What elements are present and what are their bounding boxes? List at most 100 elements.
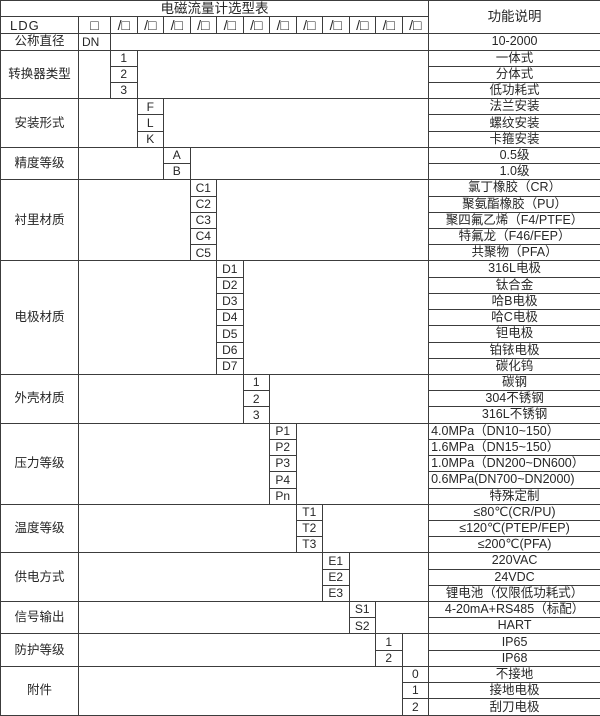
spacer-cell — [215, 179, 430, 262]
spacer-cell — [189, 146, 430, 181]
spacer-cell — [78, 373, 244, 424]
description-cell: 1.0MPa（DN200~DN600） — [428, 455, 600, 473]
model-slot-symbol: /□ — [375, 16, 403, 35]
spacer-cell — [78, 601, 350, 635]
model-slot-symbol: /□ — [242, 16, 270, 35]
code-cell: Pn — [269, 487, 297, 505]
row-label: 精度等级 — [0, 146, 79, 181]
description-cell: 钛合金 — [428, 276, 600, 294]
code-cell: C3 — [189, 211, 217, 230]
code-cell: S2 — [348, 617, 376, 635]
row-label: 供电方式 — [0, 552, 79, 603]
model-slot-symbol: /□ — [269, 16, 297, 35]
code-cell: P4 — [269, 471, 297, 489]
description-cell: 哈B电极 — [428, 292, 600, 311]
spacer-cell — [78, 146, 164, 181]
description-cell: 哈C电极 — [428, 309, 600, 327]
spacer-cell — [136, 49, 430, 100]
description-cell: ≤120℃(PTEP/FEP) — [428, 519, 600, 538]
description-cell: 10-2000 — [428, 33, 600, 51]
code-cell: A — [163, 146, 191, 165]
row-label: 附件 — [0, 665, 79, 716]
code-cell: 1 — [110, 49, 138, 67]
code-cell: C2 — [189, 195, 217, 213]
model-slot-symbol: /□ — [401, 16, 430, 35]
code-cell: C1 — [189, 179, 217, 197]
row-label: 压力等级 — [0, 422, 79, 505]
description-cell: 锂电池（仅限低功耗式） — [428, 584, 600, 603]
code-cell: 1 — [242, 373, 270, 392]
description-cell: 316L电极 — [428, 260, 600, 278]
model-slot-symbol: /□ — [110, 16, 138, 35]
code-cell: D3 — [216, 292, 244, 311]
spacer-cell — [242, 260, 430, 375]
description-cell: 一体式 — [428, 49, 600, 67]
row-label: 衬里材质 — [0, 179, 79, 262]
description-cell: 低功耗式 — [428, 82, 600, 100]
code-cell: T2 — [295, 519, 323, 538]
description-cell: 分体式 — [428, 65, 600, 84]
spacer-cell — [78, 260, 217, 375]
row-label: 温度等级 — [0, 503, 79, 554]
spacer-cell — [78, 179, 191, 262]
description-cell: 220VAC — [428, 552, 600, 570]
description-cell: 氯丁橡胶（CR） — [428, 179, 600, 197]
row-label: 信号输出 — [0, 601, 79, 635]
model-slot-symbol: /□ — [189, 16, 217, 35]
code-cell: 2 — [110, 65, 138, 84]
description-cell: IP65 — [428, 633, 600, 651]
code-cell: E2 — [322, 568, 350, 586]
description-cell: 0.5级 — [428, 146, 600, 165]
description-cell: 聚四氟乙烯（F4/PTFE） — [428, 211, 600, 230]
code-cell: D6 — [216, 341, 244, 359]
code-cell: P3 — [269, 455, 297, 473]
spacer-cell — [321, 503, 430, 554]
model-box-symbol: □ — [78, 16, 111, 35]
spacer-cell — [374, 601, 430, 635]
code-cell: C4 — [189, 227, 217, 246]
spacer-cell — [401, 633, 430, 667]
code-cell: C5 — [189, 244, 217, 262]
spacer-cell — [78, 665, 403, 716]
model-slot-symbol: /□ — [295, 16, 323, 35]
description-cell: 法兰安装 — [428, 98, 600, 116]
table-title: 电磁流量计选型表 — [0, 0, 430, 18]
spacer-cell — [78, 49, 111, 100]
description-cell: 不接地 — [428, 665, 600, 684]
code-cell: 2 — [375, 649, 403, 667]
description-cell: HART — [428, 617, 600, 635]
code-cell: 0 — [401, 665, 430, 684]
description-cell: ≤200℃(PFA) — [428, 536, 600, 554]
code-cell: 2 — [401, 698, 430, 716]
row-label: 外壳材质 — [0, 373, 79, 424]
code-cell: S1 — [348, 601, 376, 619]
description-cell: 钽电极 — [428, 325, 600, 343]
description-cell: ≤80℃(CR/PU) — [428, 503, 600, 521]
spacer-cell — [295, 422, 430, 505]
description-cell: 0.6MPa(DN700~DN2000) — [428, 471, 600, 489]
description-cell: 1.6MPa（DN15~150） — [428, 438, 600, 457]
spacer-cell — [78, 633, 376, 667]
description-cell: 螺纹安装 — [428, 114, 600, 132]
row-label: 转换器类型 — [0, 49, 79, 100]
spacer-cell — [78, 422, 270, 505]
code-cell: P1 — [269, 422, 297, 440]
description-cell: 特氟龙（F46/FEP） — [428, 227, 600, 246]
code-cell: T1 — [295, 503, 323, 521]
description-cell: 1.0级 — [428, 163, 600, 181]
code-cell: F — [136, 98, 164, 116]
description-cell: 接地电极 — [428, 682, 600, 700]
spacer-cell — [109, 33, 430, 51]
code-cell: D1 — [216, 260, 244, 278]
description-cell: 316L不锈钢 — [428, 406, 600, 424]
code-cell: E1 — [322, 552, 350, 570]
code-cell: D4 — [216, 309, 244, 327]
description-cell: 24VDC — [428, 568, 600, 586]
code-cell: 1 — [401, 682, 430, 700]
row-label: 防护等级 — [0, 633, 79, 667]
model-prefix: LDG — [0, 16, 79, 35]
description-cell: 聚氨酯橡胶（PU） — [428, 195, 600, 213]
